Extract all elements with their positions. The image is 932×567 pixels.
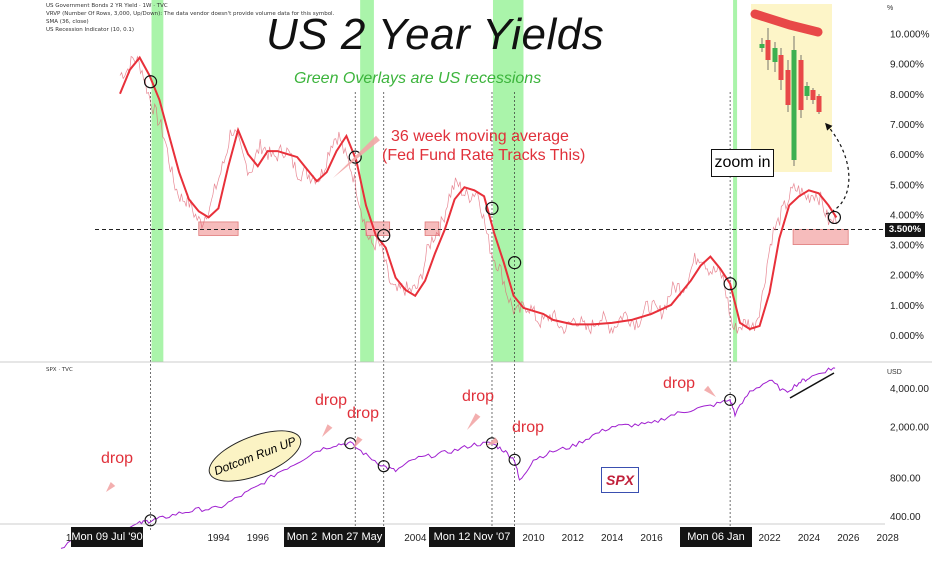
spx-marker-4 [508, 453, 521, 466]
yield-tick-label: 2.000% [890, 271, 924, 282]
spx-header: SPX · TVC [46, 367, 73, 373]
yield-tick-label: 3.000% [890, 241, 924, 252]
recession-band-1 [360, 0, 374, 362]
current-price-tag: 3.500% [885, 223, 925, 237]
yield-marker-5 [723, 277, 737, 291]
date-label-2020: Mon 06 Jan '20 [680, 527, 752, 563]
zoom-inset-ma [750, 9, 823, 37]
yield-tick-label: 1.000% [890, 301, 924, 312]
x-tick-label: 2022 [758, 533, 781, 544]
recession-indicator-header: US Recession Indicator (10, 0.1) [46, 27, 135, 33]
pointer-arrow-5 [486, 437, 499, 446]
recession-band-3 [733, 0, 738, 362]
zoom-candle-body-9 [816, 96, 822, 112]
zoom-candle-body-1 [765, 40, 771, 60]
x-tick-label: 2004 [404, 533, 427, 544]
zoom-candle-body-7 [804, 86, 810, 96]
yield-tick-label: 7.000% [890, 120, 924, 131]
zoom-dashed-arrow [825, 122, 850, 215]
date-label-1990: Mon 09 Jul '90 [71, 527, 143, 547]
spx-label: SPX [601, 467, 639, 493]
sma-36-line [119, 55, 838, 331]
x-tick-label: 2026 [837, 533, 860, 544]
ma-annotation-line1: 36 week moving average [391, 128, 569, 145]
zoom-in-label: zoom in [711, 149, 774, 177]
yield-marker-6 [827, 210, 842, 225]
drop-label-2020: drop [663, 375, 696, 392]
yield-tick-label: 5.000% [890, 180, 924, 191]
x-tick-label: 2028 [877, 533, 900, 544]
zoom-candle-body-6 [798, 60, 804, 110]
recession-overlays [151, 0, 738, 362]
date-label-2007: Mon 12 Nov '07 [429, 527, 515, 547]
yield-tick-label: 0.000% [890, 331, 924, 342]
yield-tick-label: 9.000% [890, 60, 924, 71]
circle-markers [143, 75, 842, 527]
drop-label-2007: drop [462, 388, 495, 405]
yield-marker-0 [143, 75, 158, 89]
x-tick-label: 2016 [640, 533, 663, 544]
spx-tick-label: 4,000.00 [890, 384, 929, 395]
yield-marker-2 [377, 228, 391, 243]
zoom-candle-body-4 [785, 70, 791, 105]
yield-marker-3 [485, 201, 499, 215]
spx-tick-label: 2,000.00 [890, 423, 929, 434]
support-zone-0 [198, 221, 239, 236]
pointer-arrow-1 [106, 482, 116, 492]
x-tick-label: 1996 [247, 533, 270, 544]
pointer-arrow-2 [322, 424, 333, 437]
zoom-candle-body-8 [810, 90, 816, 100]
yield-axis-unit: % [887, 5, 893, 12]
yield-tick-label: 8.000% [890, 90, 924, 101]
vrvp-header: VRVP (Number Of Rows, 3,000, Up/Down): T… [46, 11, 335, 17]
ma-annotation-line2: (Fed Fund Rate Tracks This) [382, 147, 586, 164]
zoom-candle-body-3 [778, 55, 784, 80]
yield-tick-label: 6.000% [890, 150, 924, 161]
drop-label-2009: drop [512, 419, 545, 436]
zoom-candle-body-0 [759, 44, 765, 48]
zoom-candle-body-5 [791, 50, 797, 160]
spx-tick-label: 400.00 [890, 512, 921, 523]
chart-subtitle: Green Overlays are US recessions [294, 70, 542, 87]
symbol-header: US Government Bonds 2 YR Yield · 1W · TV… [46, 3, 168, 9]
zoom-inset [750, 4, 850, 215]
spx-marker-3 [485, 437, 499, 450]
support-zone-2 [424, 221, 440, 236]
sma-header: SMA (36, close) [46, 19, 89, 25]
recession-band-0 [151, 0, 164, 362]
drop-label-1990: drop [101, 450, 134, 467]
spx-line [60, 367, 836, 549]
x-tick-label: 2024 [798, 533, 821, 544]
chart-title: US 2 Year Yields [266, 10, 605, 59]
yield-weekly-line [119, 55, 837, 335]
pointer-arrow-3 [353, 436, 363, 449]
x-tick-label: 1994 [207, 533, 230, 544]
x-tick-label: 2010 [522, 533, 545, 544]
spx-marker-2 [377, 460, 390, 473]
x-tick-label: 2014 [601, 533, 624, 544]
pointer-arrow-6 [703, 385, 716, 397]
spx-marker-0 [144, 514, 157, 527]
zoom-candle-body-2 [772, 48, 778, 62]
spx-tick-label: 800.00 [890, 473, 921, 484]
pointer-arrow-4 [467, 413, 481, 430]
spx-series [60, 367, 836, 549]
yield-marker-1 [348, 150, 362, 164]
yield-tick-label: 10.000% [890, 30, 930, 41]
support-zone-3 [792, 229, 849, 245]
x-tick-label: 1 [66, 533, 72, 544]
pointer-arrow-0 [333, 135, 380, 178]
spx-axis-unit: USD [887, 369, 902, 376]
spx-marker-5 [724, 393, 737, 406]
drop-label-2002: drop [347, 405, 380, 422]
yield-tick-label: 4.000% [890, 210, 924, 221]
pointer-arrows [106, 135, 716, 492]
drop-label-2000: drop [315, 392, 348, 409]
x-tick-label: 2012 [562, 533, 585, 544]
date-label-2000: Mon 2 [284, 527, 320, 547]
yield-marker-4 [508, 256, 522, 270]
date-label-2002: Mon 27 May '02 [319, 527, 385, 563]
spx-trend-line [789, 372, 835, 399]
yield-series [119, 55, 838, 335]
